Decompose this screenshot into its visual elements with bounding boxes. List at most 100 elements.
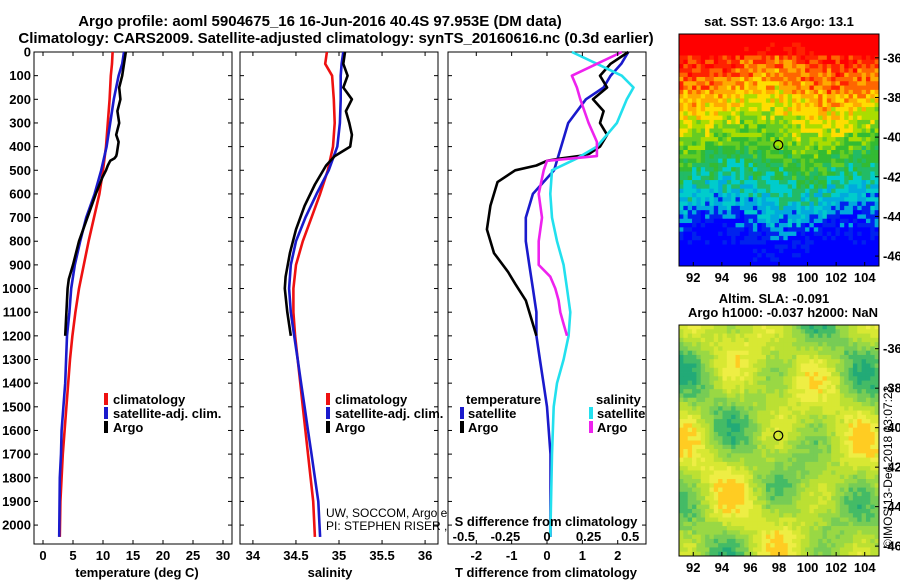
map-cell: [765, 137, 771, 142]
map-cell: [718, 201, 723, 207]
map-cell: [787, 248, 793, 254]
map-cell: [731, 184, 736, 190]
map-cell: [852, 466, 858, 471]
map-cell: [822, 51, 828, 56]
map-cell: [792, 444, 797, 450]
y-tick-label: 1700: [2, 447, 31, 462]
map-cell: [752, 389, 758, 394]
map-cell: [800, 205, 806, 211]
map-cell: [796, 59, 802, 65]
map-cell: [687, 205, 693, 211]
map-cell: [687, 337, 693, 343]
map-cell: [687, 253, 693, 258]
map-cell: [818, 231, 823, 237]
map-cell: [774, 380, 780, 386]
map-cell: [726, 333, 732, 339]
map-cell: [787, 218, 793, 224]
map-cell: [826, 240, 832, 245]
map-cell: [818, 406, 823, 411]
map-cell: [765, 457, 771, 463]
map-cell: [800, 132, 806, 138]
map-cell: [813, 508, 819, 514]
map-cell: [735, 180, 741, 185]
map-cell: [805, 496, 810, 501]
map-cell: [865, 154, 871, 159]
map-cell: [800, 376, 806, 382]
map-cell: [848, 337, 854, 343]
map-cell: [770, 119, 776, 125]
map-cell: [809, 248, 815, 254]
map-cell: [744, 42, 749, 48]
map-cell: [679, 124, 684, 129]
legend-climatology: climatology: [335, 392, 408, 407]
map-cell: [844, 223, 849, 228]
map-cell: [831, 325, 836, 330]
map-cell: [765, 342, 771, 347]
map-cell: [865, 453, 871, 459]
map-cell: [739, 496, 745, 501]
map-cell: [683, 42, 689, 48]
map-cell: [696, 491, 702, 497]
map-cell: [679, 137, 684, 142]
map-cell: [744, 175, 749, 181]
map-cell: [700, 346, 706, 352]
map-cell: [770, 457, 776, 463]
map-cell: [848, 197, 854, 202]
map-cell: [822, 491, 828, 497]
map-cell: [731, 51, 736, 56]
map-cell: [809, 461, 815, 467]
map-cell: [744, 158, 749, 164]
map-cell: [757, 244, 763, 250]
map-cell: [857, 449, 863, 454]
map-cell: [770, 197, 776, 202]
map-cell: [822, 410, 828, 416]
map-cell: [687, 354, 693, 360]
map-cell: [692, 419, 697, 424]
map-cell: [831, 214, 836, 220]
map-cell: [818, 51, 823, 56]
map-cell: [752, 102, 758, 108]
map-cell: [839, 325, 845, 330]
map-cell: [822, 521, 828, 527]
map-cell: [696, 521, 702, 527]
map-cell: [800, 457, 806, 463]
map-cell: [865, 59, 871, 65]
map-cell: [683, 162, 689, 168]
map-cell: [792, 414, 797, 420]
map-cell: [700, 363, 706, 369]
map-cell: [735, 521, 741, 527]
map-cell: [765, 367, 771, 373]
map-cell: [779, 89, 784, 95]
map-cell: [800, 504, 806, 510]
map-cell: [718, 453, 723, 459]
map-cell: [687, 496, 693, 501]
map-cell: [861, 423, 867, 429]
map-cell: [774, 423, 780, 429]
map-cell: [765, 350, 771, 356]
map-cell: [779, 453, 784, 459]
map-cell: [800, 231, 806, 237]
map-cell: [844, 491, 849, 497]
map-cell: [783, 89, 789, 95]
map-cell: [818, 414, 823, 420]
map-cell: [861, 59, 867, 65]
map-cell: [757, 253, 763, 258]
map-cell: [748, 253, 754, 258]
map-cell: [696, 461, 702, 467]
map-cell: [713, 137, 719, 142]
map-cell: [735, 504, 741, 510]
map-cell: [822, 257, 828, 263]
map-cell: [774, 444, 780, 450]
map-cell: [744, 500, 749, 506]
map-cell: [835, 192, 841, 198]
map-cell: [792, 329, 797, 334]
map-cell: [861, 253, 867, 258]
map-cell: [696, 470, 702, 476]
map-cell: [852, 479, 858, 484]
map-cell: [865, 115, 871, 121]
map-cell: [861, 487, 867, 493]
map-cell: [813, 376, 819, 382]
map-cell: [731, 414, 736, 420]
map-cell: [713, 521, 719, 527]
